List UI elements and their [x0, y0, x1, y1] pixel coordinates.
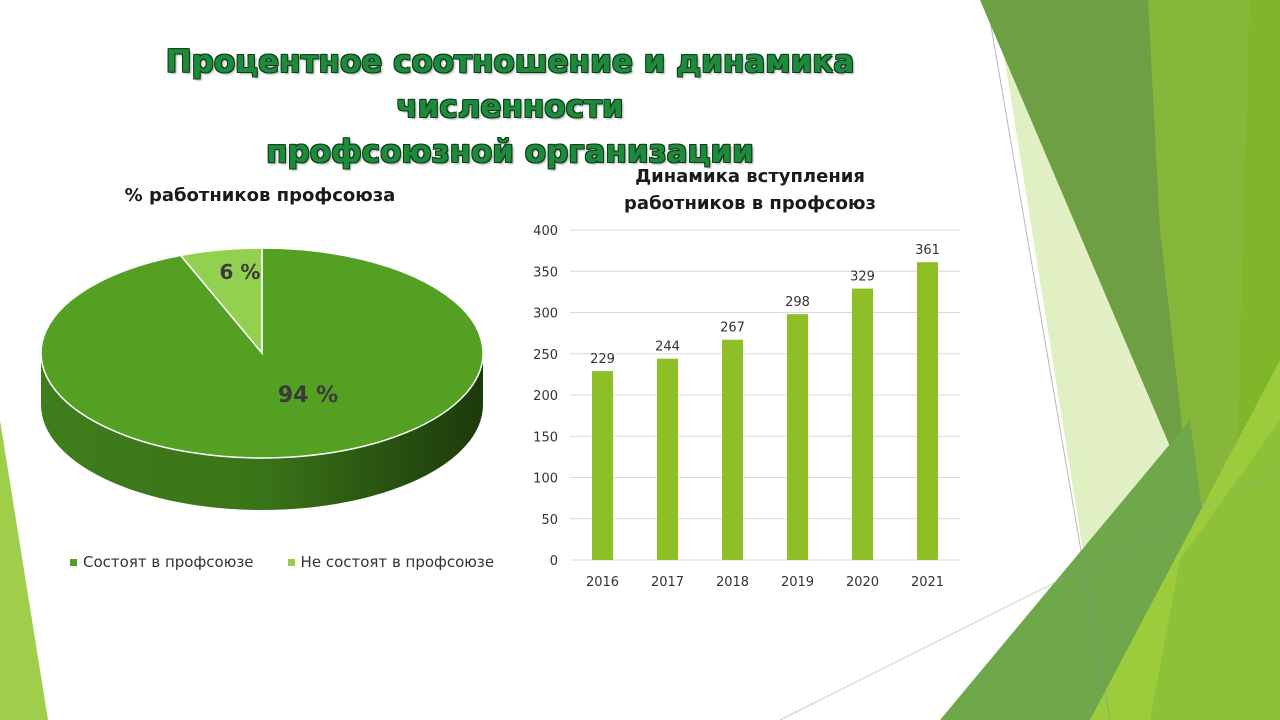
- bar-data-label: 329: [850, 270, 875, 285]
- y-tick-label: 250: [533, 348, 558, 363]
- legend-label-nonmembers: Не состоят в профсоюзе: [300, 553, 495, 571]
- bar-data-label: 298: [785, 295, 810, 310]
- x-tick-label: 2017: [651, 575, 684, 590]
- bar-chart-title: Динамика вступления работников в профсою…: [560, 163, 940, 217]
- legend-item-nonmembers: Не состоят в профсоюзе: [287, 553, 495, 571]
- bar-data-label: 244: [655, 340, 680, 355]
- x-tick-label: 2018: [716, 575, 749, 590]
- pie-side-wall: [41, 353, 483, 510]
- legend-item-members: Состоят в профсоюзе: [70, 553, 254, 571]
- bar-chart: 0 50 100 150 200 250 300 350 400 229 2016 244 2017 26…: [533, 224, 960, 590]
- deco-thin-line-1: [989, 19, 1111, 720]
- bar-chart-title-line1: Динамика вступления: [635, 166, 865, 187]
- deco-left-triangle: [0, 420, 48, 720]
- x-tick-label: 2016: [586, 575, 619, 590]
- pie-label-nonmembers: 6 %: [220, 260, 261, 284]
- legend-swatch-members: [70, 558, 77, 566]
- bar-2016: [592, 371, 613, 560]
- y-tick-label: 100: [533, 472, 558, 487]
- deco-thin-line-2: [779, 469, 1280, 720]
- bar-2021: [917, 262, 938, 560]
- pie-slice-nonmembers: [179, 247, 263, 356]
- slide-title-line1: Процентное соотношение и динамика числен…: [165, 44, 855, 125]
- y-tick-label: 400: [533, 224, 558, 239]
- bar-data-label: 267: [720, 321, 745, 336]
- legend-label-members: Состоят в профсоюзе: [83, 553, 254, 571]
- y-tick-label: 50: [541, 513, 558, 528]
- bar-data-label: 361: [915, 243, 940, 258]
- pie-legend: Состоят в профсоюзе Не состоят в профсою…: [70, 553, 494, 571]
- x-tick-label: 2019: [781, 575, 814, 590]
- bar-2018: [722, 339, 743, 560]
- slide-title-line2: профсоюзной организации: [266, 134, 754, 170]
- deco-bottom-mid-triangle: [1150, 420, 1280, 720]
- pie-chart: 94 % 6 %: [40, 247, 484, 510]
- x-tick-label: 2020: [846, 575, 879, 590]
- y-tick-label: 200: [533, 389, 558, 404]
- bar-chart-title-line2: работников в профсоюз: [624, 193, 876, 214]
- y-tick-label: 300: [533, 307, 558, 322]
- bar-2017: [657, 358, 678, 560]
- pie-chart-title: % работников профсоюза: [124, 185, 396, 206]
- bar-2019: [787, 314, 808, 560]
- y-tick-label: 350: [533, 265, 558, 280]
- pie-label-members: 94 %: [278, 383, 338, 408]
- x-tick-label: 2021: [911, 575, 944, 590]
- slide-title: Процентное соотношение и динамика числен…: [60, 40, 960, 175]
- bar-2020: [852, 288, 873, 560]
- y-tick-label: 0: [550, 554, 558, 569]
- deco-right-dark-triangle: [980, 0, 1205, 470]
- bar-data-label: 229: [590, 352, 615, 367]
- y-tick-label: 150: [533, 430, 558, 445]
- legend-swatch-nonmembers: [287, 558, 295, 566]
